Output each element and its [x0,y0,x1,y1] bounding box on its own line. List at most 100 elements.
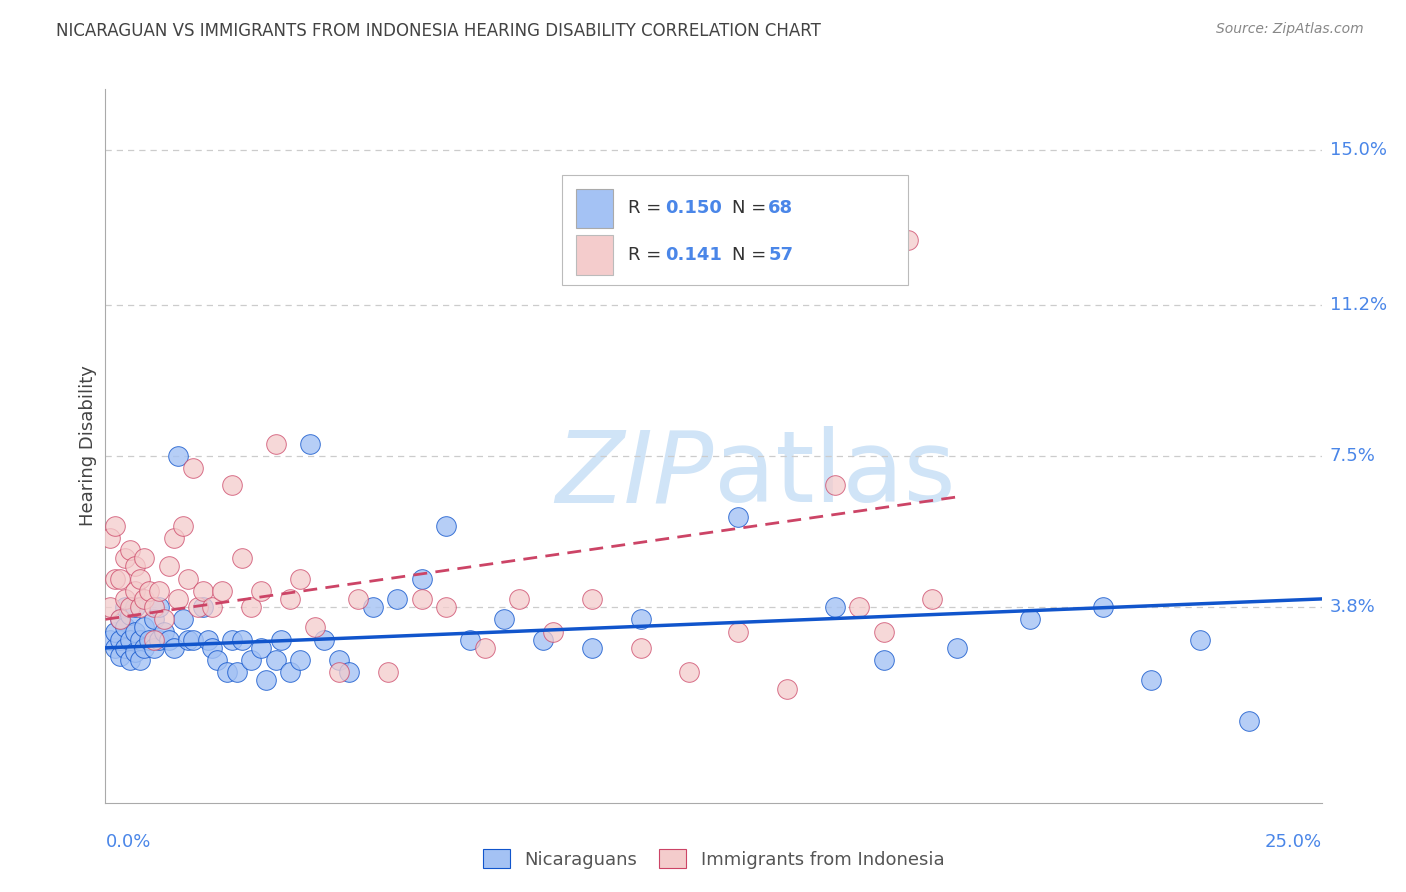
Point [225,665,247,680]
Point [824,477,846,491]
Text: R =: R = [628,200,668,218]
Point [143,632,166,647]
Point [278,665,301,680]
Point [304,620,326,634]
Point [250,640,273,655]
Point [108,612,131,626]
Point [434,518,457,533]
Point [873,653,896,667]
Point [128,600,150,615]
Point [1140,673,1163,688]
Point [172,612,194,626]
Text: 0.150: 0.150 [665,200,721,218]
Point [250,583,273,598]
Text: Source: ZipAtlas.com: Source: ZipAtlas.com [1216,22,1364,37]
Point [157,559,180,574]
Point [727,510,749,524]
Point [873,624,896,639]
Point [98,600,121,615]
Point [134,551,156,566]
Point [328,665,350,680]
FancyBboxPatch shape [561,175,908,285]
Point [128,572,150,586]
Point [921,591,943,606]
Point [104,572,127,586]
Point [474,640,496,655]
Point [128,653,150,667]
Legend: Nicaraguans, Immigrants from Indonesia: Nicaraguans, Immigrants from Indonesia [475,842,952,876]
Text: atlas: atlas [713,426,955,523]
Point [197,632,219,647]
Point [508,591,530,606]
Point [134,591,156,606]
Point [630,612,652,626]
Point [118,608,141,623]
Point [114,640,136,655]
Point [541,624,564,639]
Point [207,653,229,667]
Y-axis label: Hearing Disability: Hearing Disability [79,366,97,526]
Point [167,591,190,606]
Point [458,632,481,647]
Text: 11.2%: 11.2% [1330,296,1388,314]
Point [337,665,360,680]
Point [162,640,184,655]
Point [298,437,321,451]
Point [531,632,554,647]
Point [191,600,214,615]
Point [434,600,457,615]
Point [177,572,200,586]
Point [118,543,141,558]
Point [240,600,263,615]
Point [138,632,160,647]
Text: NICARAGUAN VS IMMIGRANTS FROM INDONESIA HEARING DISABILITY CORRELATION CHART: NICARAGUAN VS IMMIGRANTS FROM INDONESIA … [56,22,821,40]
Point [172,518,194,533]
Point [217,665,239,680]
Point [264,437,287,451]
Point [727,624,749,639]
Point [211,583,233,598]
Point [108,572,131,586]
Point [630,640,652,655]
Point [118,632,141,647]
Point [1189,632,1212,647]
Text: 68: 68 [768,200,793,218]
Point [104,518,127,533]
Point [167,449,190,463]
Text: N =: N = [731,200,772,218]
Point [148,600,170,615]
Point [108,612,131,626]
Point [153,612,176,626]
Text: R =: R = [628,246,673,264]
Point [1091,600,1114,615]
Point [138,583,160,598]
Point [347,591,370,606]
Point [824,600,846,615]
Point [134,640,156,655]
Point [775,681,797,696]
Point [201,640,224,655]
Text: 0.141: 0.141 [665,246,721,264]
Point [361,600,384,615]
Point [264,653,287,667]
Point [377,665,399,680]
Point [678,665,700,680]
Point [143,600,166,615]
Point [162,531,184,545]
Point [897,233,920,247]
Point [270,632,292,647]
Point [118,653,141,667]
Point [108,648,131,663]
Point [177,632,200,647]
Point [128,632,150,647]
Point [411,591,433,606]
Text: N =: N = [731,246,772,264]
Bar [576,189,613,228]
Point [231,632,253,647]
Point [288,572,311,586]
Point [945,640,967,655]
Point [143,640,166,655]
Point [221,632,243,647]
Point [143,612,166,626]
Point [411,572,433,586]
